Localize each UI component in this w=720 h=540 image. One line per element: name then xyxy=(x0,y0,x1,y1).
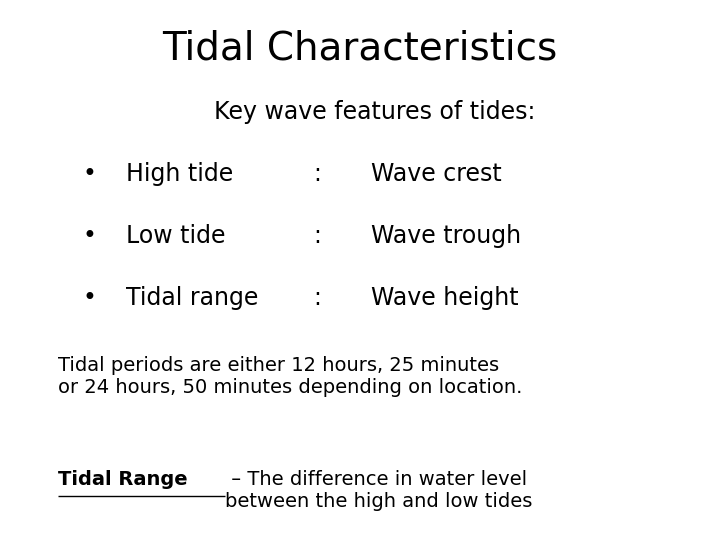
Text: Wave height: Wave height xyxy=(371,286,518,310)
Text: Tidal periods are either 12 hours, 25 minutes
or 24 hours, 50 minutes depending : Tidal periods are either 12 hours, 25 mi… xyxy=(58,356,522,397)
Text: Tidal Characteristics: Tidal Characteristics xyxy=(163,30,557,68)
Text: Wave crest: Wave crest xyxy=(371,162,502,186)
Text: •: • xyxy=(83,162,96,186)
Text: •: • xyxy=(83,286,96,310)
Text: – The difference in water level
between the high and low tides: – The difference in water level between … xyxy=(225,470,532,511)
Text: Wave trough: Wave trough xyxy=(371,224,521,248)
Text: Low tide: Low tide xyxy=(126,224,225,248)
Text: :: : xyxy=(313,162,321,186)
Text: :: : xyxy=(313,286,321,310)
Text: High tide: High tide xyxy=(126,162,233,186)
Text: Key wave features of tides:: Key wave features of tides: xyxy=(214,100,535,124)
Text: :: : xyxy=(313,224,321,248)
Text: Tidal Range: Tidal Range xyxy=(58,470,187,489)
Text: Tidal range: Tidal range xyxy=(126,286,258,310)
Text: •: • xyxy=(83,224,96,248)
